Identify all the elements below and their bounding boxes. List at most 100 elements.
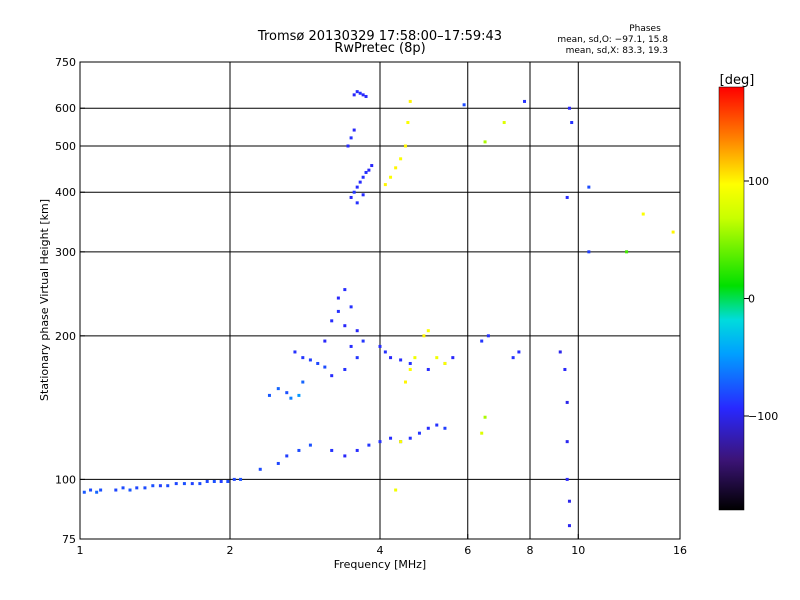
data-point-0-67 xyxy=(352,190,356,194)
data-point-0-111 xyxy=(558,350,562,354)
data-point-0-14 xyxy=(190,482,194,486)
data-point-0-69 xyxy=(364,170,368,174)
data-point-0-25 xyxy=(297,448,301,452)
data-point-0-122 xyxy=(587,185,591,189)
data-point-0-45 xyxy=(343,288,347,292)
data-point-0-47 xyxy=(355,329,359,333)
data-point-0-78 xyxy=(358,91,362,95)
data-point-0-23 xyxy=(276,461,280,465)
data-point-0-125 xyxy=(671,230,675,234)
data-point-0-63 xyxy=(349,195,353,199)
data-point-0-33 xyxy=(293,350,297,354)
x-tick-label-4: 8 xyxy=(527,544,534,557)
data-point-0-18 xyxy=(219,479,223,483)
data-point-0-66 xyxy=(367,168,371,172)
data-point-0-58 xyxy=(408,436,412,440)
data-point-0-98 xyxy=(383,183,387,187)
y-tick-label-4: 400 xyxy=(55,186,76,199)
x-tick-label-5: 10 xyxy=(571,544,585,557)
data-point-0-79 xyxy=(361,93,365,97)
data-point-0-76 xyxy=(352,93,356,97)
data-point-0-21 xyxy=(239,477,243,481)
data-point-0-10 xyxy=(158,484,162,488)
data-point-0-70 xyxy=(370,164,374,168)
data-point-0-85 xyxy=(408,361,412,365)
data-point-0-77 xyxy=(355,90,359,94)
data-point-0-126 xyxy=(462,103,466,107)
data-point-0-128 xyxy=(483,140,487,144)
data-point-0-93 xyxy=(413,356,417,360)
data-point-0-61 xyxy=(435,423,439,427)
data-point-0-19 xyxy=(226,479,230,483)
data-point-0-115 xyxy=(565,477,569,481)
data-point-0-29 xyxy=(285,391,289,395)
stats-line-2: mean, sd,X: 83.3, 19.3 xyxy=(566,46,668,56)
data-point-0-17 xyxy=(212,479,216,483)
data-point-0-32 xyxy=(301,380,305,384)
data-point-0-49 xyxy=(343,367,347,371)
y-tick-label-1: 100 xyxy=(55,473,76,486)
y-tick-label-6: 600 xyxy=(55,102,76,115)
stats-line-1: mean, sd,O: −97.1, 15.8 xyxy=(557,35,668,45)
data-point-0-96 xyxy=(435,356,439,360)
data-point-0-95 xyxy=(426,329,430,333)
colorbar-tick-label-2: −100 xyxy=(748,410,778,423)
data-point-0-71 xyxy=(355,201,359,205)
x-tick-label-0: 1 xyxy=(77,544,84,557)
data-points xyxy=(82,90,675,528)
data-point-0-100 xyxy=(394,166,398,170)
data-point-0-102 xyxy=(403,144,407,148)
y-axis-label: Stationary phase Virtual Height [km] xyxy=(38,199,51,401)
data-point-0-53 xyxy=(355,448,359,452)
data-point-0-6 xyxy=(128,488,132,492)
x-tick-label-1: 2 xyxy=(227,544,234,557)
data-point-0-107 xyxy=(511,356,515,360)
data-point-0-42 xyxy=(349,344,353,348)
data-point-0-7 xyxy=(135,486,139,490)
data-point-0-26 xyxy=(308,443,312,447)
x-tick-label-3: 6 xyxy=(464,544,471,557)
data-point-0-81 xyxy=(378,344,382,348)
data-point-0-72 xyxy=(361,193,365,197)
data-point-0-50 xyxy=(330,374,334,378)
data-point-0-73 xyxy=(346,144,350,148)
data-point-0-54 xyxy=(367,443,371,447)
data-point-0-121 xyxy=(587,250,591,254)
data-point-0-89 xyxy=(394,488,398,492)
data-point-0-36 xyxy=(316,361,320,365)
data-point-0-129 xyxy=(502,121,506,125)
data-point-0-65 xyxy=(361,175,365,179)
data-point-0-83 xyxy=(389,356,393,360)
data-point-0-46 xyxy=(349,305,353,309)
data-point-0-123 xyxy=(625,250,629,254)
colorbar-ticks: 100 0 −100 xyxy=(744,175,778,423)
data-point-0-109 xyxy=(483,415,487,419)
data-point-0-97 xyxy=(443,361,447,365)
data-point-0-15 xyxy=(198,482,202,486)
data-point-0-84 xyxy=(399,358,403,362)
data-point-0-27 xyxy=(267,393,271,397)
data-point-0-2 xyxy=(95,490,99,494)
chart-title: Tromsø 20130329 17:58:00–17:59:43 xyxy=(257,29,502,44)
data-point-0-105 xyxy=(486,334,490,338)
data-point-0-40 xyxy=(336,309,340,313)
data-point-0-34 xyxy=(301,356,305,360)
data-point-0-37 xyxy=(323,365,327,369)
data-point-0-24 xyxy=(285,454,289,458)
data-point-0-59 xyxy=(417,431,421,435)
data-point-0-20 xyxy=(232,477,236,481)
colorbar-tick-label-1: 0 xyxy=(748,293,755,306)
data-point-0-43 xyxy=(355,356,359,360)
colorbar xyxy=(718,86,745,511)
y-tick-label-5: 500 xyxy=(55,140,76,153)
data-point-0-52 xyxy=(343,454,347,458)
data-point-0-91 xyxy=(403,380,407,384)
data-point-0-39 xyxy=(330,319,334,323)
colorbar-tick-label-0: 100 xyxy=(748,175,769,188)
data-point-0-31 xyxy=(297,393,301,397)
data-point-0-75 xyxy=(352,128,356,132)
y-axis-ticks: 75 100 200 300 400 500 600 750 xyxy=(55,56,85,546)
data-point-0-117 xyxy=(567,524,571,528)
y-tick-label-0: 75 xyxy=(62,533,76,546)
